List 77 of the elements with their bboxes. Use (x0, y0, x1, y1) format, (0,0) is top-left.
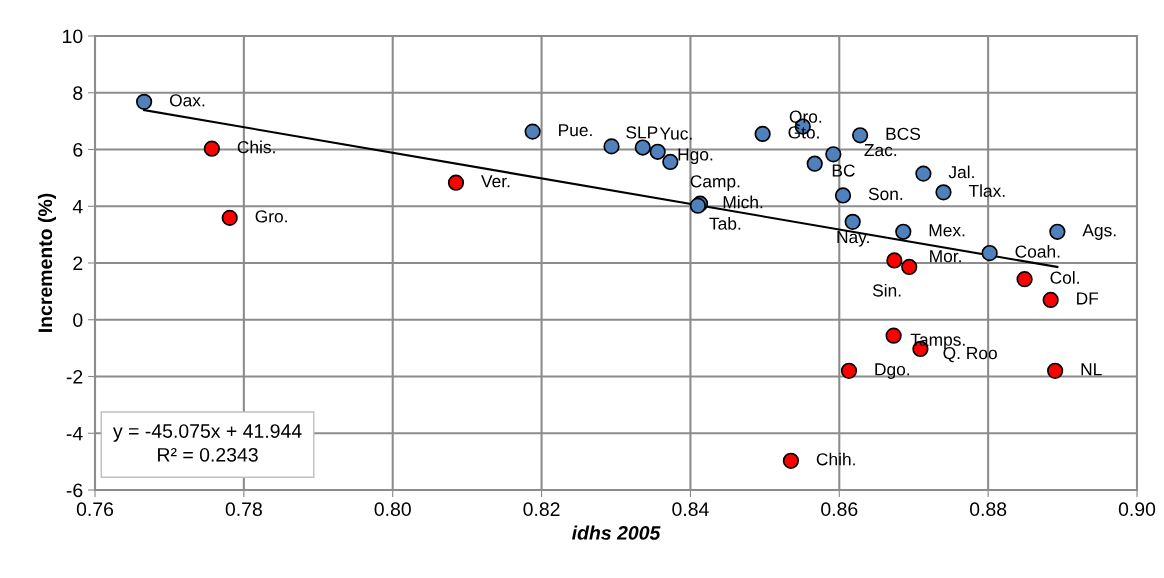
y-tick-label: 4 (72, 199, 83, 214)
annotation: Mich. (723, 195, 763, 209)
x-tick-label: 0.88 (969, 502, 1007, 517)
point (203, 140, 220, 157)
y-tick-label: -2 (66, 369, 83, 384)
point (886, 252, 903, 269)
x-tick-label: 0.90 (1118, 502, 1156, 517)
x-tick-label: 0.76 (76, 502, 114, 517)
point (603, 138, 620, 155)
y-tick-label: 10 (63, 29, 83, 44)
y-tick-label: 2 (73, 256, 83, 271)
x-tick-label: 0.84 (672, 502, 709, 517)
y-axis-title: Incremento (%) (37, 193, 57, 332)
y-tick-label: 8 (73, 86, 83, 100)
point (1049, 223, 1066, 240)
annotation: Pue. (559, 124, 592, 137)
y-tick-label: -6 (66, 483, 83, 498)
point (840, 362, 858, 379)
annotation: Coah. (1015, 244, 1060, 258)
annotation: Camp. (690, 175, 740, 191)
point (634, 139, 651, 156)
annotation: Qro. (789, 110, 822, 126)
annotation: BCS (886, 127, 921, 140)
x-tick-label: 0.82 (523, 502, 560, 517)
annotation: Zac. (864, 144, 897, 157)
annotation: Tab. (709, 217, 741, 230)
point (901, 258, 918, 276)
annotation: Son. (868, 187, 903, 201)
point (447, 174, 465, 191)
point (524, 123, 541, 140)
x-tick-label: 0.86 (821, 502, 858, 517)
annotation: Ver. (481, 175, 510, 188)
point (1047, 362, 1064, 379)
annotation: Hgo. (678, 148, 713, 165)
annotation: BC (832, 164, 855, 177)
point (981, 244, 998, 262)
point (852, 127, 869, 144)
point (844, 213, 861, 230)
annotation: NL (1081, 363, 1102, 376)
annotation: Yuc. (659, 127, 692, 140)
point (662, 153, 679, 171)
point (935, 184, 952, 201)
point (895, 223, 912, 240)
annotation: Chis. (237, 140, 275, 154)
annotation: Jal. (948, 165, 974, 179)
point (754, 125, 771, 143)
point (1042, 291, 1059, 309)
annotation: Col. (1050, 271, 1079, 284)
y-tick-label: 0 (73, 313, 83, 327)
x-tick-label: 0.80 (374, 502, 411, 517)
y-tick-label: -4 (66, 426, 83, 441)
x-tick-label: 0.78 (225, 502, 262, 517)
point (1016, 271, 1033, 288)
point (915, 165, 932, 182)
point (834, 187, 852, 204)
point (221, 209, 238, 227)
annotation: Nay. (837, 231, 869, 247)
annotation: DF (1077, 292, 1099, 305)
x-axis-title: idhs 2005 (572, 525, 661, 540)
annotation: Chih. (816, 452, 855, 466)
annotation: y = -45.075x + 41.944 R² = 0.2343 (113, 424, 302, 462)
annotation: Sin. (872, 283, 901, 297)
annotation: Ags. (1082, 224, 1116, 240)
annotation: Dgo. (875, 363, 910, 379)
point (649, 143, 666, 160)
point (136, 93, 153, 110)
annotation: Mex. (929, 224, 965, 237)
annotation: Gro. (255, 210, 287, 223)
annotation: SLP (626, 126, 658, 139)
point (782, 452, 800, 469)
annotation: Tlax. (968, 184, 1005, 198)
point (806, 155, 823, 172)
annotation: Oax. (169, 94, 205, 107)
annotation: Mor. (930, 250, 961, 263)
y-tick-label: 6 (73, 142, 83, 157)
point (825, 146, 842, 163)
point (885, 327, 902, 344)
